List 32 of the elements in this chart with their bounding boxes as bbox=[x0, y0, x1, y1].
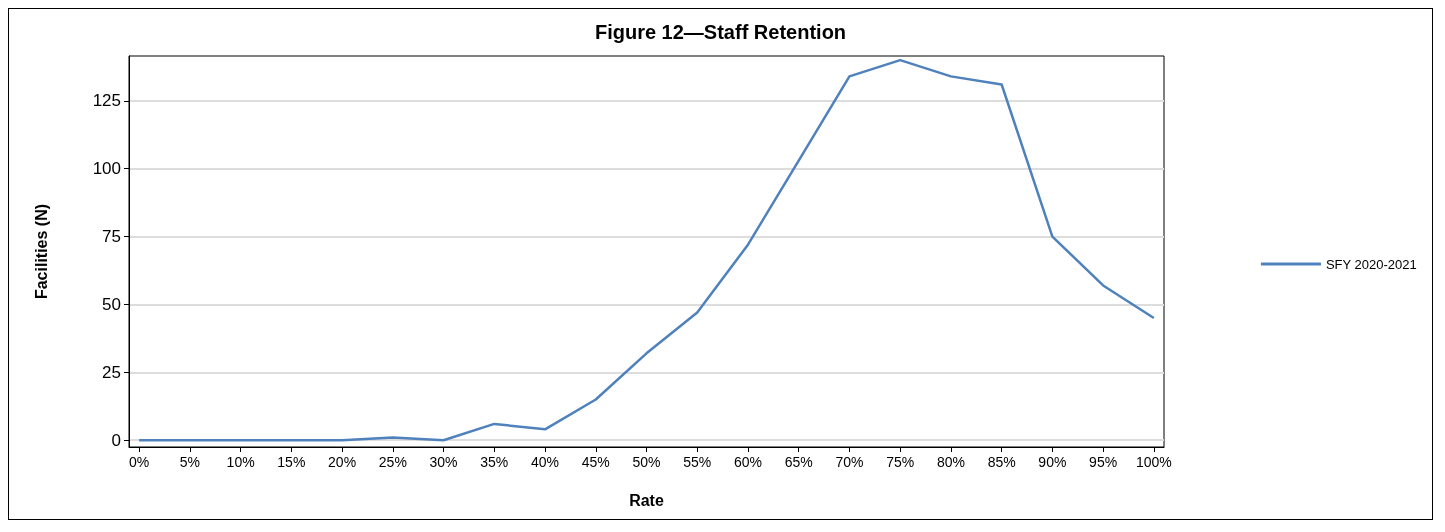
x-tick-label: 0% bbox=[129, 454, 150, 470]
x-tick-label: 65% bbox=[784, 454, 813, 470]
legend-label: SFY 2020-2021 bbox=[1325, 256, 1417, 272]
x-tick-label: 80% bbox=[936, 454, 965, 470]
x-tick-label: 85% bbox=[987, 454, 1016, 470]
y-axis-title: Facilities (N) bbox=[32, 203, 50, 300]
x-tick-label: 70% bbox=[835, 454, 864, 470]
x-tick-label: 15% bbox=[277, 454, 306, 470]
x-tick-label: 30% bbox=[429, 454, 458, 470]
x-tick-label: 25% bbox=[378, 454, 407, 470]
x-tick-label: 40% bbox=[531, 454, 560, 470]
y-tick-label: 50 bbox=[102, 294, 121, 314]
chart-title: Figure 12—Staff Retention bbox=[594, 21, 847, 43]
x-tick-label: 10% bbox=[226, 454, 255, 470]
x-tick-label: 95% bbox=[1089, 454, 1118, 470]
x-tick-label: 50% bbox=[632, 454, 661, 470]
y-tick-label: 0 bbox=[111, 430, 121, 450]
x-tick-label: 5% bbox=[179, 454, 200, 470]
x-tick-label: 20% bbox=[328, 454, 357, 470]
x-tick-label: 90% bbox=[1038, 454, 1067, 470]
y-tick-label: 100 bbox=[92, 159, 121, 179]
x-tick-label: 60% bbox=[733, 454, 762, 470]
x-axis-title: Rate bbox=[629, 491, 664, 509]
x-tick-label: 45% bbox=[581, 454, 610, 470]
y-tick-label: 75 bbox=[102, 227, 121, 247]
line-series bbox=[137, 58, 1156, 442]
x-tick-label: 100% bbox=[1135, 454, 1172, 470]
y-tick-label: 125 bbox=[92, 91, 121, 111]
x-tick-label: 75% bbox=[886, 454, 915, 470]
x-tick-label: 55% bbox=[683, 454, 712, 470]
y-tick-label: 25 bbox=[102, 362, 121, 382]
x-tick-label: 35% bbox=[480, 454, 509, 470]
